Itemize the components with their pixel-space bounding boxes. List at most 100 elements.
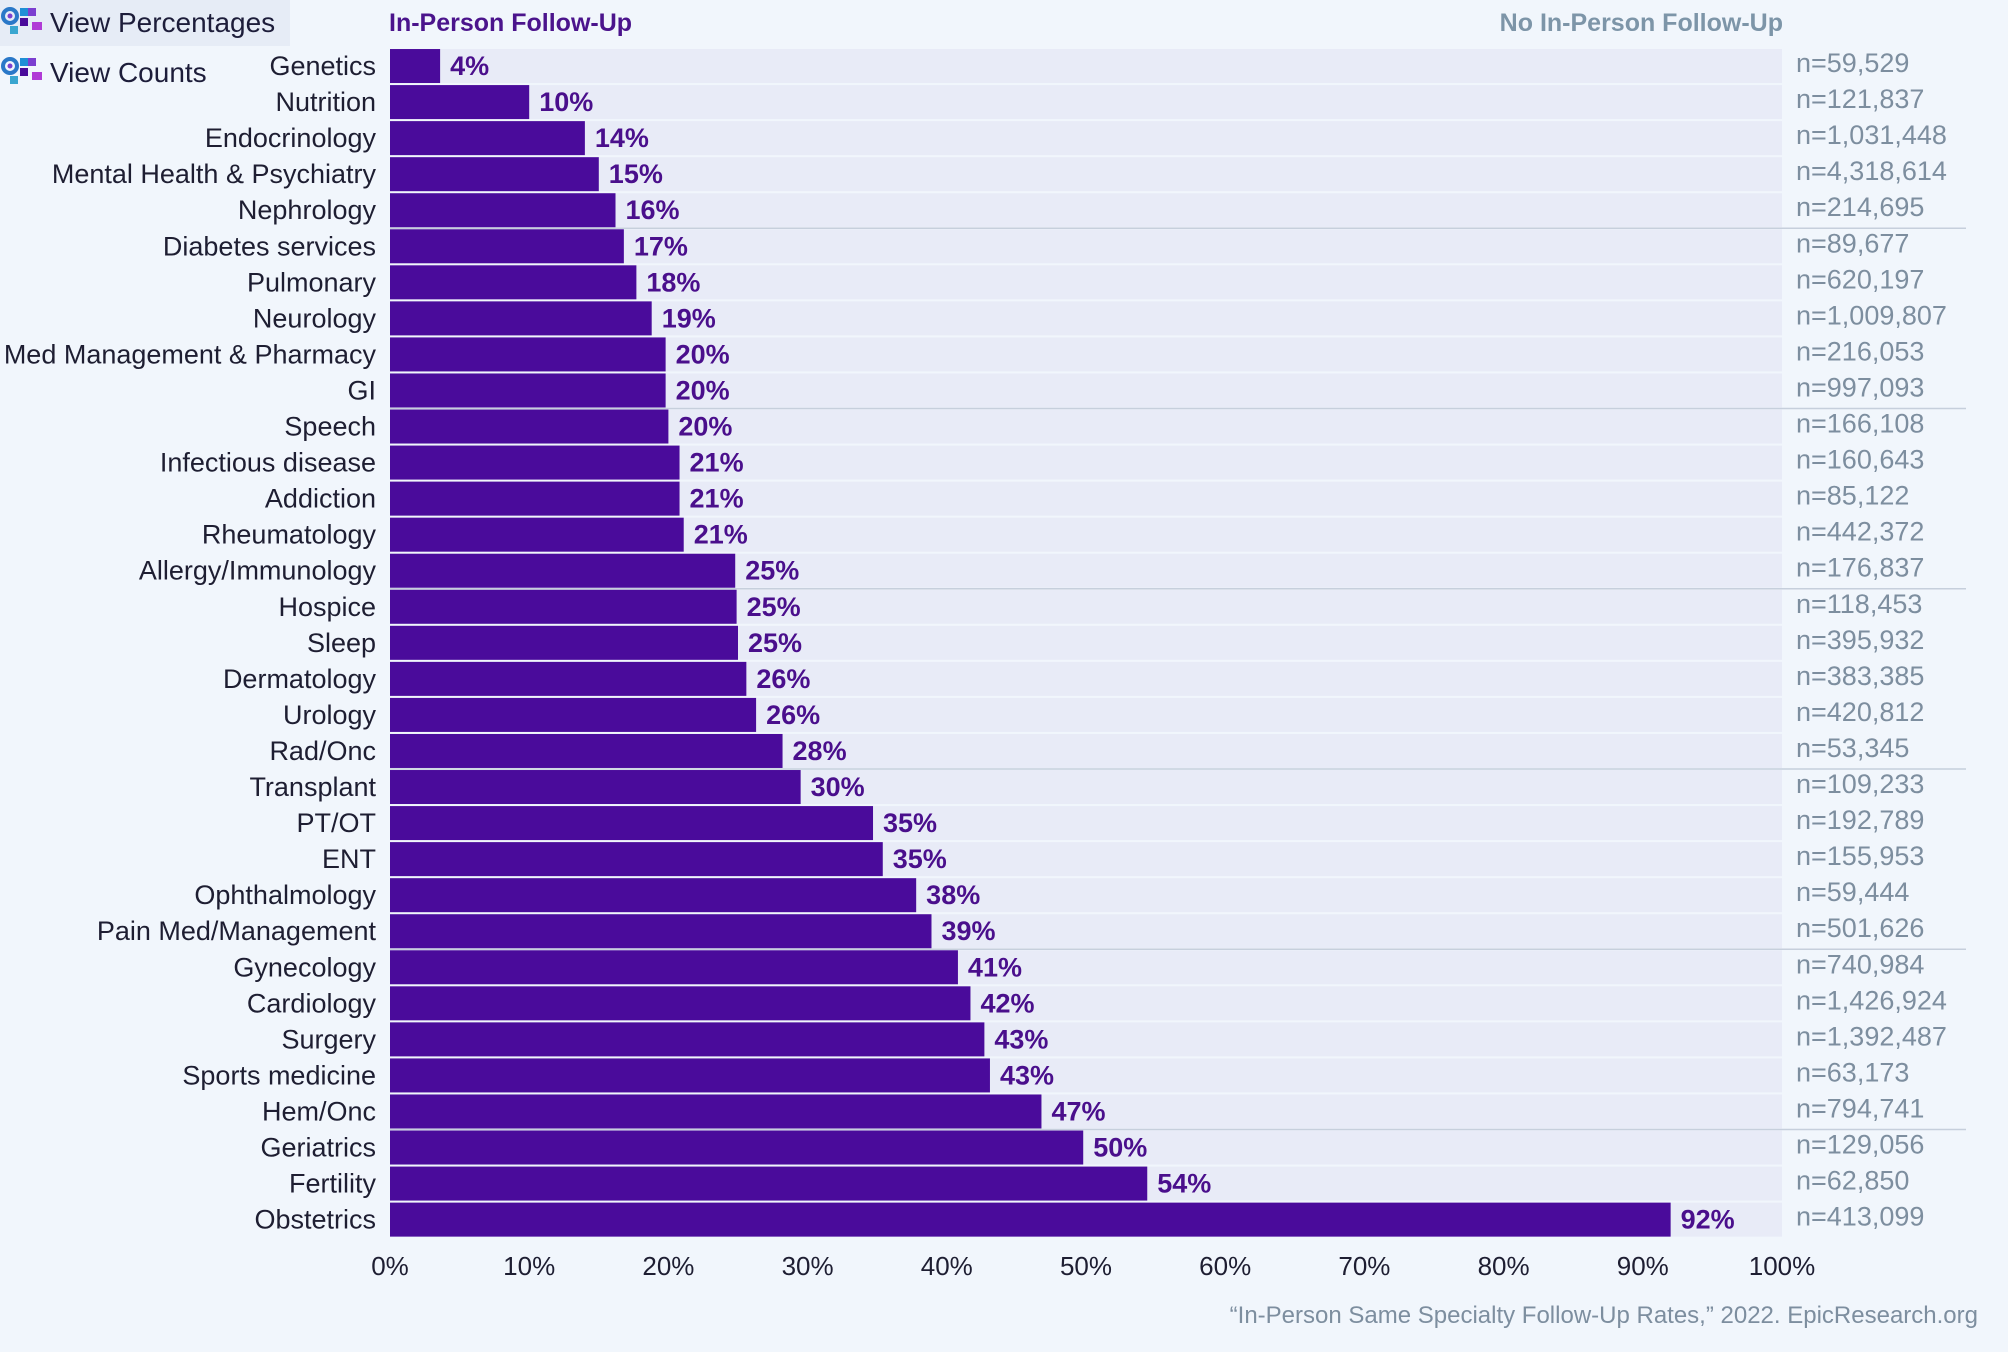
in-person-bar <box>390 1202 1671 1237</box>
n-label: n=53,345 <box>1796 733 1909 763</box>
n-label: n=383,385 <box>1796 661 1924 691</box>
in-person-bar <box>390 625 738 660</box>
category-label: Infectious disease <box>160 448 376 478</box>
category-label: Speech <box>284 412 376 442</box>
bar-row: Diabetes services 17% n=89,677 <box>163 228 1909 264</box>
view-percentages-toggle[interactable]: View Percentages <box>0 0 290 46</box>
bar-row: Speech 20% n=166,108 <box>284 409 1924 444</box>
percent-label: 41% <box>968 952 1022 982</box>
bar-row: Surgery 43% n=1,392,487 <box>281 1021 1947 1057</box>
n-label: n=214,695 <box>1796 192 1924 222</box>
category-label: Mental Health & Psychiatry <box>52 159 377 189</box>
percent-label: 19% <box>662 303 716 333</box>
in-person-bar <box>390 1130 1084 1165</box>
bar-row: Med Management & Pharmacy 20% n=216,053 <box>4 336 1924 372</box>
in-person-bar <box>390 1094 1042 1129</box>
bar-row: Pulmonary 18% n=620,197 <box>247 264 1924 300</box>
x-tick-label: 40% <box>921 1251 973 1281</box>
category-label: Ophthalmology <box>194 880 376 910</box>
bar-row: Endocrinology 14% n=1,031,448 <box>205 120 1947 156</box>
category-label: PT/OT <box>297 808 377 838</box>
category-label: Surgery <box>281 1024 376 1054</box>
n-label: n=62,850 <box>1796 1166 1909 1196</box>
percent-label: 10% <box>539 87 593 117</box>
bar-row: Neurology 19% n=1,009,807 <box>253 300 1947 336</box>
view-counts-toggle[interactable]: View Counts <box>0 50 230 96</box>
in-person-bar <box>390 661 747 696</box>
n-label: n=166,108 <box>1796 409 1924 439</box>
bar-row: Urology 26% n=420,812 <box>283 697 1924 732</box>
x-tick-label: 70% <box>1338 1251 1390 1281</box>
percent-label: 25% <box>747 592 801 622</box>
view-percentages-label: View Percentages <box>50 7 276 38</box>
bar-chart-toggle-icon <box>1 7 42 34</box>
n-label: n=740,984 <box>1796 949 1924 979</box>
x-tick-label: 30% <box>782 1251 834 1281</box>
category-label: Pulmonary <box>247 267 377 297</box>
bar-row: Pain Med/Management 39% n=501,626 <box>97 913 1924 949</box>
in-person-bar <box>390 950 958 985</box>
in-person-bar <box>390 265 637 300</box>
percent-label: 26% <box>756 664 810 694</box>
category-label: Hospice <box>278 592 376 622</box>
bar-row: Hospice 25% n=118,453 <box>278 589 1922 624</box>
n-label: n=620,197 <box>1796 264 1924 294</box>
in-person-bar <box>390 85 530 120</box>
n-label: n=1,009,807 <box>1796 300 1947 330</box>
bar-row: PT/OT 35% n=192,789 <box>297 805 1924 841</box>
category-label: Urology <box>283 700 377 730</box>
legend-no-in-person: No In-Person Follow-Up <box>1500 9 1783 37</box>
percent-label: 39% <box>941 916 995 946</box>
category-label: GI <box>347 375 376 405</box>
no-in-person-bar <box>390 193 1782 228</box>
x-tick-label: 90% <box>1617 1251 1669 1281</box>
percent-label: 14% <box>595 123 649 153</box>
category-label: ENT <box>322 844 376 874</box>
in-person-bar <box>390 553 736 588</box>
category-label: Allergy/Immunology <box>139 556 377 586</box>
percent-label: 28% <box>793 736 847 766</box>
percent-label: 25% <box>745 556 799 586</box>
percent-label: 18% <box>646 267 700 297</box>
bar-rows: Genetics 4% n=59,529 Nutrition 10% n=121,837 E… <box>4 48 1947 1237</box>
in-person-bar <box>390 806 874 841</box>
bar-row: Geriatrics 50% n=129,056 <box>260 1130 1924 1165</box>
n-label: n=59,444 <box>1796 877 1909 907</box>
percent-label: 21% <box>694 520 748 550</box>
bar-row: Gynecology 41% n=740,984 <box>233 949 1924 985</box>
x-tick-label: 0% <box>371 1251 409 1281</box>
n-label: n=216,053 <box>1796 336 1924 366</box>
legend-in-person: In-Person Follow-Up <box>389 9 632 37</box>
in-person-bar <box>390 986 971 1021</box>
category-label: Neurology <box>253 303 377 333</box>
in-person-bar <box>390 157 599 192</box>
x-axis: 0% 10% 20% 30% 40% 50% 60% 70% 80% 90% 100% <box>371 1251 1815 1281</box>
x-tick-label: 100% <box>1749 1251 1816 1281</box>
n-label: n=1,426,924 <box>1796 985 1947 1015</box>
bar-row: Infectious disease 21% n=160,643 <box>160 445 1924 480</box>
bar-row: Addiction 21% n=85,122 <box>265 481 1909 516</box>
bar-row: ENT 35% n=155,953 <box>322 841 1924 877</box>
bar-row: Rheumatology 21% n=442,372 <box>202 517 1924 552</box>
category-label: Obstetrics <box>254 1205 376 1235</box>
in-person-bar <box>390 373 666 408</box>
percent-label: 35% <box>883 808 937 838</box>
percent-label: 20% <box>676 339 730 369</box>
in-person-bar <box>390 733 783 768</box>
in-person-bar <box>390 914 932 949</box>
percent-label: 16% <box>626 195 680 225</box>
percent-label: 92% <box>1681 1205 1735 1235</box>
bar-row: Genetics 4% n=59,529 <box>269 48 1909 84</box>
n-label: n=997,093 <box>1796 372 1924 402</box>
category-label: Pain Med/Management <box>97 916 377 946</box>
in-person-bar <box>390 1022 985 1057</box>
category-label: Sleep <box>307 628 376 658</box>
category-label: Transplant <box>249 772 376 802</box>
bar-row: Nephrology 16% n=214,695 <box>238 192 1924 228</box>
category-label: Rheumatology <box>202 520 377 550</box>
in-person-bar <box>390 770 801 805</box>
category-label: Nephrology <box>238 195 377 225</box>
n-label: n=176,837 <box>1796 553 1924 583</box>
n-label: n=1,031,448 <box>1796 120 1947 150</box>
